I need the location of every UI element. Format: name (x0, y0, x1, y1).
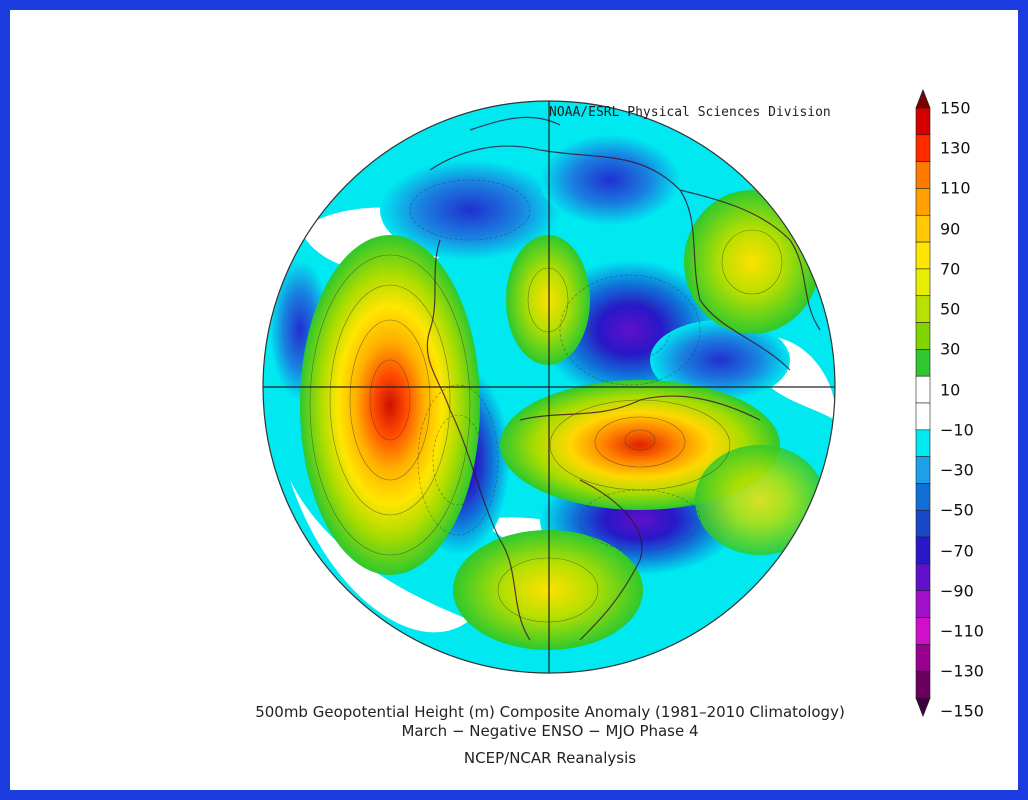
colorbar-label: 150 (940, 98, 971, 118)
caption-line-2: March − Negative ENSO − MJO Phase 4 (401, 722, 699, 740)
colorbar-block (915, 402, 931, 431)
colorbar-block (915, 429, 931, 457)
colorbar-block (915, 375, 931, 404)
colorbar-label: 50 (940, 299, 961, 319)
colorbar-label: −130 (940, 661, 984, 681)
colorbar-block (915, 134, 931, 162)
colorbar-bottom-triangle (915, 697, 931, 718)
colorbar-block (915, 483, 931, 511)
colorbar-block (915, 644, 931, 672)
colorbar-block (915, 295, 931, 323)
colorbar-label: 70 (940, 259, 961, 279)
colorbar-block (915, 617, 931, 645)
colorbar-block (915, 590, 931, 618)
colorbar-label: 30 (940, 339, 961, 359)
colorbar-block (915, 322, 931, 350)
colorbar-block (915, 188, 931, 216)
colorbar-label: −10 (940, 420, 974, 440)
colorbar-label: 10 (940, 380, 961, 400)
colorbar-label: −110 (940, 621, 984, 641)
colorbar-label: 90 (940, 219, 961, 239)
credit-label: NOAA/ESRL Physical Sciences Division (549, 105, 831, 120)
colorbar (915, 88, 931, 718)
colorbar-label: −90 (940, 581, 974, 601)
colorbar-label: −70 (940, 541, 974, 560)
colorbar-block (915, 107, 931, 136)
colorbar-block (915, 214, 931, 243)
colorbar-label: −30 (940, 460, 974, 480)
colorbar-block (915, 349, 931, 377)
caption-line-1: 500mb Geopotential Height (m) Composite … (255, 703, 845, 721)
colorbar-block (915, 563, 931, 592)
colorbar-block (915, 241, 931, 270)
colorbar-label: −50 (940, 500, 974, 520)
colorbar-label: −150 (940, 701, 984, 721)
colorbar-top-triangle (915, 88, 931, 109)
colorbar-block (915, 670, 931, 699)
caption-line-3: NCEP/NCAR Reanalysis (463, 749, 637, 767)
colorbar-label: 130 (940, 138, 971, 158)
colorbar-block (915, 509, 931, 538)
anomaly-field (263, 101, 835, 673)
colorbar-label: 110 (940, 178, 971, 198)
colorbar-block (915, 536, 931, 565)
colorbar-block (915, 268, 931, 297)
colorbar-block (915, 456, 931, 484)
colorbar-block (915, 161, 931, 189)
